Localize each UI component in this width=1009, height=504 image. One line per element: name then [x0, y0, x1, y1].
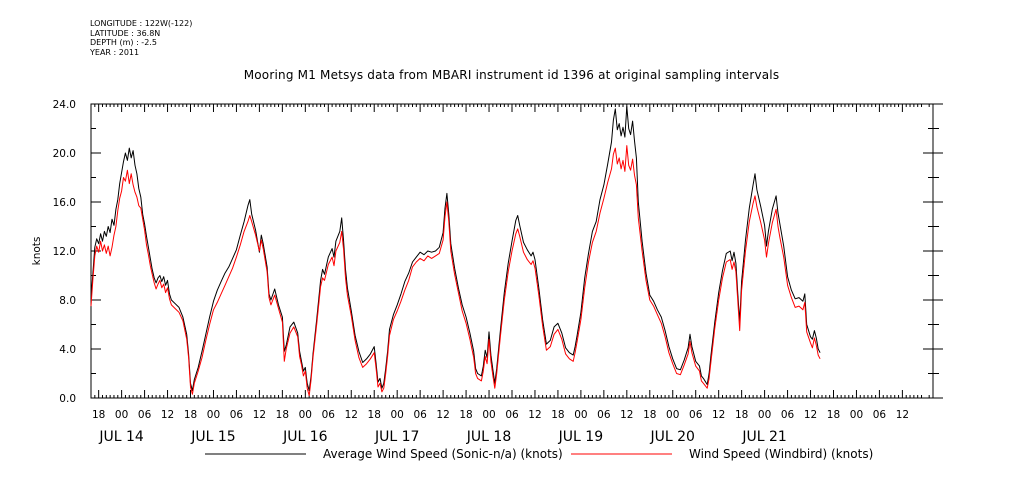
x-tick-label: 18 — [459, 409, 472, 421]
legend-label-windbird: Wind Speed (Windbird) (knots) — [689, 447, 873, 461]
x-tick-label: 06 — [505, 409, 519, 421]
x-tick-label: 06 — [138, 409, 152, 421]
x-date-label: JUL 17 — [374, 429, 419, 445]
x-tick-label: 18 — [735, 409, 748, 421]
y-tick-label: 20.0 — [53, 148, 76, 160]
x-tick-label: 06 — [413, 409, 427, 421]
chart-title: Mooring M1 Metsys data from MBARI instru… — [243, 68, 780, 82]
y-tick-label: 16.0 — [53, 197, 76, 209]
x-tick-label: 18 — [92, 409, 105, 421]
x-tick-label: 06 — [597, 409, 611, 421]
series-line-windbird — [90, 145, 821, 397]
x-tick-label: 06 — [322, 409, 336, 421]
x-date-label: JUL 18 — [466, 429, 511, 445]
series-group — [90, 105, 821, 397]
x-tick-label: 18 — [551, 409, 564, 421]
x-date-label: JUL 20 — [650, 429, 695, 445]
series-line-sonic — [90, 105, 821, 392]
x-date-label: JUL 15 — [190, 429, 235, 445]
x-tick-label: 00 — [574, 409, 587, 421]
x-tick-label: 12 — [345, 409, 358, 421]
x-tick-label: 00 — [207, 409, 220, 421]
x-tick-label: 18 — [184, 409, 197, 421]
y-axis-label: knots — [31, 237, 43, 266]
y-tick-label: 24.0 — [53, 99, 76, 111]
x-tick-label: 06 — [873, 409, 887, 421]
x-tick-label: 06 — [230, 409, 244, 421]
x-tick-label: 00 — [758, 409, 771, 421]
x-tick-label: 12 — [804, 409, 817, 421]
x-tick-label: 00 — [390, 409, 403, 421]
x-tick-label: 12 — [896, 409, 909, 421]
x-tick-label: 18 — [643, 409, 656, 421]
y-tick-label: 12.0 — [53, 246, 76, 258]
x-date-label: JUL 16 — [282, 429, 328, 445]
x-tick-label: 12 — [161, 409, 174, 421]
x-tick-label: 00 — [299, 409, 312, 421]
axes-group: 18 00 06 12 18 00 06 12 18 00 06 12 18 00 06 12 18 00 06 12… — [53, 99, 943, 445]
latitude-text: LATITUDE : 36.8N — [90, 28, 161, 38]
x-tick-label: 06 — [689, 409, 703, 421]
legend: Average Wind Speed (Sonic-n/a) (knots) W… — [205, 447, 873, 461]
x-tick-label: 12 — [253, 409, 266, 421]
y-tick-label: 8.0 — [59, 295, 76, 307]
x-tick-label: 12 — [528, 409, 541, 421]
x-tick-label: 00 — [666, 409, 679, 421]
x-tick-label: 18 — [276, 409, 289, 421]
y-tick-label: 4.0 — [59, 344, 76, 356]
legend-label-sonic: Average Wind Speed (Sonic-n/a) (knots) — [323, 447, 563, 461]
x-tick-label: 06 — [781, 409, 795, 421]
x-tick-label: 18 — [368, 409, 381, 421]
x-tick-label: 12 — [712, 409, 725, 421]
longitude-text: LONGITUDE : 122W(-122) — [90, 19, 193, 28]
year-text: YEAR : 2011 — [90, 47, 140, 57]
y-tick-label: 0.0 — [59, 393, 76, 405]
depth-text: DEPTH (m) : -2.5 — [90, 38, 157, 47]
x-date-label: JUL 14 — [98, 429, 144, 445]
x-tick-label: 12 — [620, 409, 633, 421]
x-tick-label: 18 — [827, 409, 840, 421]
metadata-block: LONGITUDE : 122W(-122) LATITUDE : 36.8N … — [90, 19, 192, 57]
x-date-label: JUL 19 — [558, 429, 603, 445]
x-tick-label: 12 — [436, 409, 449, 421]
x-tick-label: 00 — [850, 409, 863, 421]
x-date-label: JUL 21 — [741, 429, 786, 445]
x-tick-label: 00 — [115, 409, 128, 421]
x-tick-label: 00 — [482, 409, 495, 421]
